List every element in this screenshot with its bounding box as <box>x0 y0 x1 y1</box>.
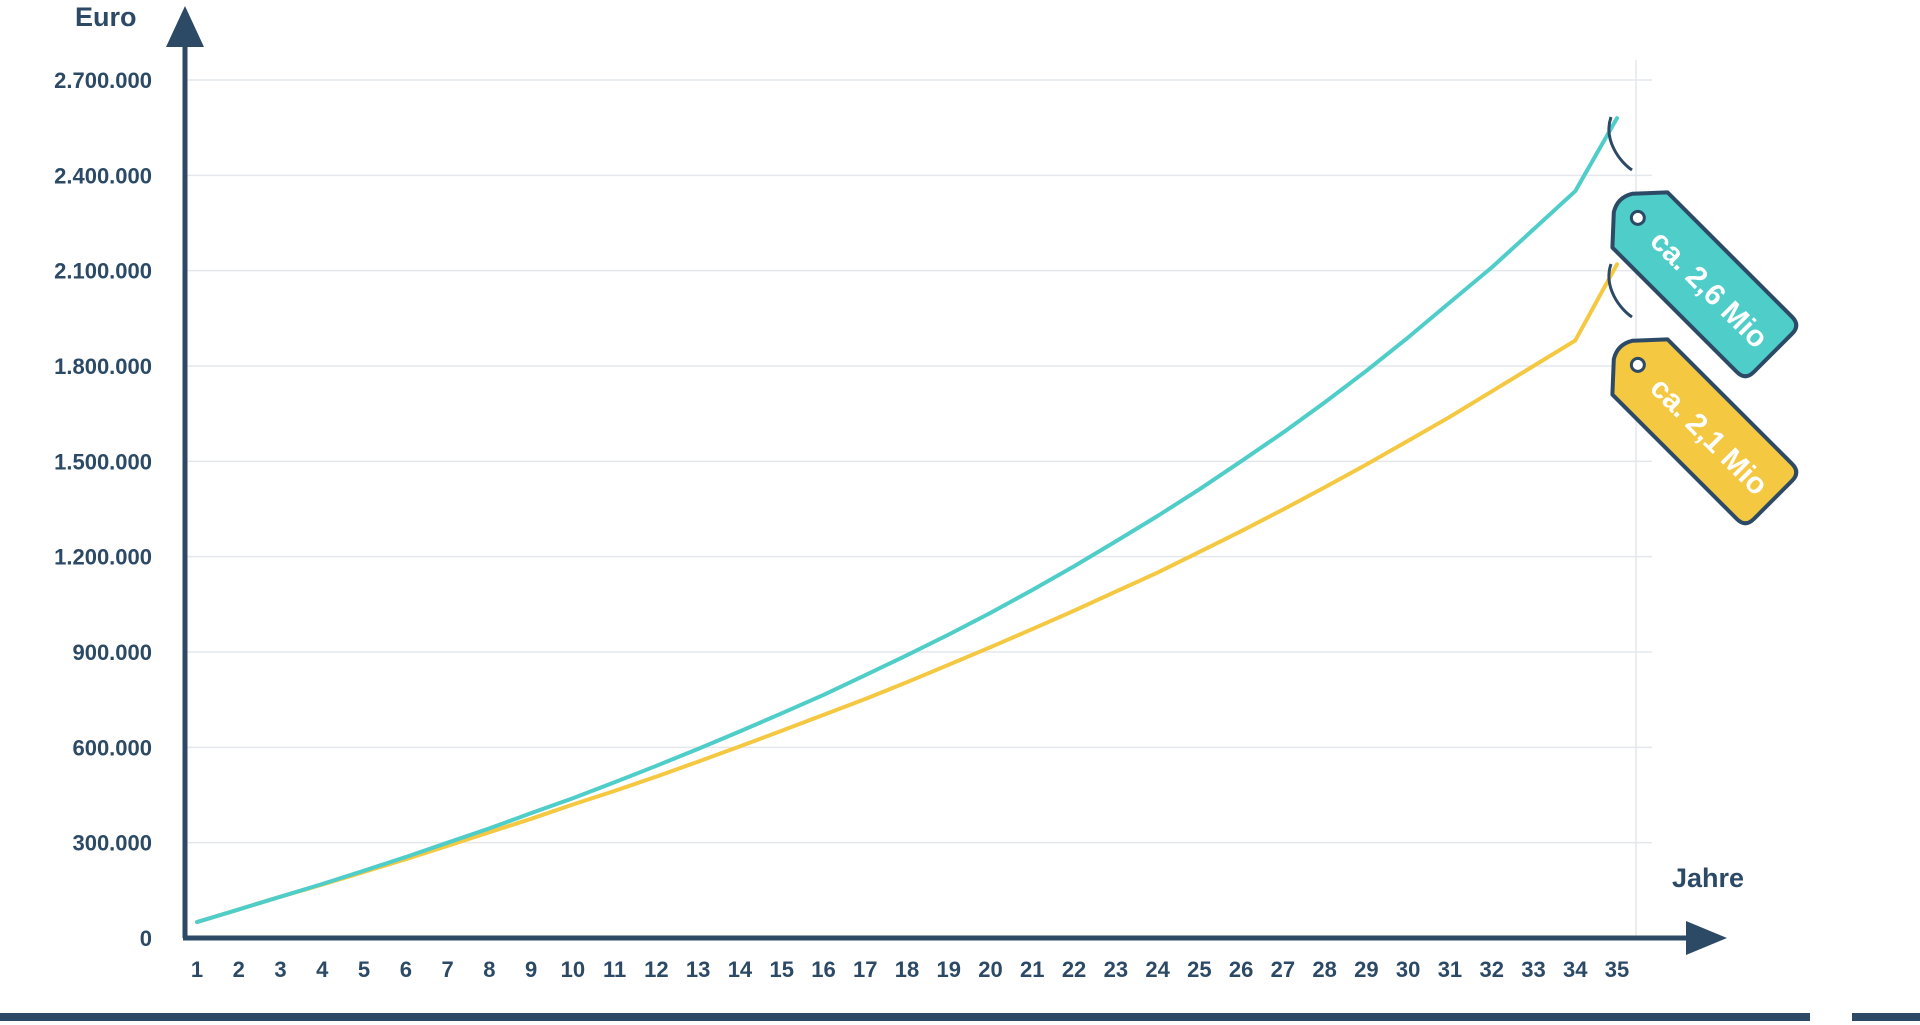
x-tick-label: 14 <box>728 957 753 982</box>
tag-1-hole-icon <box>1629 209 1646 226</box>
x-tick-label: 19 <box>937 957 961 982</box>
x-tick-label: 31 <box>1438 957 1462 982</box>
y-tick-label: 2.100.000 <box>54 259 152 284</box>
x-tick-label: 25 <box>1187 957 1211 982</box>
x-tick-label: 15 <box>769 957 793 982</box>
tag-2-string <box>1607 263 1633 319</box>
tag-2-hole-icon <box>1629 356 1646 373</box>
x-tick-label: 34 <box>1563 957 1588 982</box>
grid <box>185 79 1652 844</box>
y-tick-label: 0 <box>140 926 152 951</box>
x-tick-label: 18 <box>895 957 919 982</box>
x-tick-label: 9 <box>525 957 537 982</box>
x-tick-label: 1 <box>191 957 203 982</box>
x-tick-label: 12 <box>644 957 668 982</box>
x-tick-label: 27 <box>1271 957 1295 982</box>
x-tick-label: 21 <box>1020 957 1044 982</box>
series-line-2 <box>195 262 1619 925</box>
axes <box>166 6 1727 955</box>
y-tick-label: 900.000 <box>72 640 152 665</box>
x-tick-labels: 1 2 3 4 5 6 7 8 9 10 11 12 13 14 15 16 17 18 19 20 21 22 23 24 2… <box>191 957 1629 982</box>
y-tick-label: 1.200.000 <box>54 545 152 570</box>
x-tick-label: 3 <box>274 957 286 982</box>
x-tick-label: 32 <box>1479 957 1503 982</box>
x-tick-label: 22 <box>1062 957 1086 982</box>
x-tick-label: 20 <box>978 957 1002 982</box>
x-tick-label: 7 <box>441 957 453 982</box>
tag-2-body <box>1610 337 1799 526</box>
x-tick-label: 26 <box>1229 957 1253 982</box>
x-tick-label: 2 <box>233 957 245 982</box>
y-tick-label: 2.700.000 <box>54 68 152 93</box>
x-tick-label: 11 <box>603 957 626 982</box>
y-tick-label: 300.000 <box>72 831 152 856</box>
x-tick-label: 6 <box>400 957 412 982</box>
series-lines <box>195 116 1619 925</box>
x-tick-label: 5 <box>358 957 370 982</box>
y-tick-labels: 0 300.000 600.000 900.000 1.200.000 1.500.000… <box>54 68 152 951</box>
x-tick-label: 30 <box>1396 957 1420 982</box>
x-tick-label: 33 <box>1521 957 1545 982</box>
x-tick-label: 28 <box>1312 957 1336 982</box>
footer-bar-right <box>1852 1013 1920 1021</box>
y-tick-label: 2.400.000 <box>54 163 152 188</box>
price-tags: ca. 2,6 Mio ca. 2,1 Mio <box>1607 116 1799 526</box>
tag-1-string <box>1607 116 1633 172</box>
x-axis-arrow-icon <box>1686 921 1727 955</box>
y-tick-label: 1.500.000 <box>54 449 152 474</box>
y-axis-arrow-icon <box>166 6 204 47</box>
x-tick-label: 8 <box>483 957 495 982</box>
y-axis-title: Euro <box>75 2 137 32</box>
x-axis-title: Jahre <box>1672 863 1744 893</box>
x-tick-label: 4 <box>316 957 329 982</box>
x-tick-label: 29 <box>1354 957 1378 982</box>
x-tick-label: 35 <box>1605 957 1629 982</box>
x-tick-label: 16 <box>811 957 835 982</box>
x-tick-label: 24 <box>1145 957 1170 982</box>
x-tick-label: 10 <box>561 957 585 982</box>
y-tick-label: 600.000 <box>72 735 152 760</box>
x-tick-label: 17 <box>853 957 877 982</box>
tag-1-body <box>1610 190 1799 379</box>
footer-bar-left <box>0 1013 1810 1021</box>
series-line-1 <box>195 116 1619 925</box>
y-tick-label: 1.800.000 <box>54 354 152 379</box>
x-tick-label: 13 <box>686 957 710 982</box>
x-tick-label: 23 <box>1104 957 1128 982</box>
